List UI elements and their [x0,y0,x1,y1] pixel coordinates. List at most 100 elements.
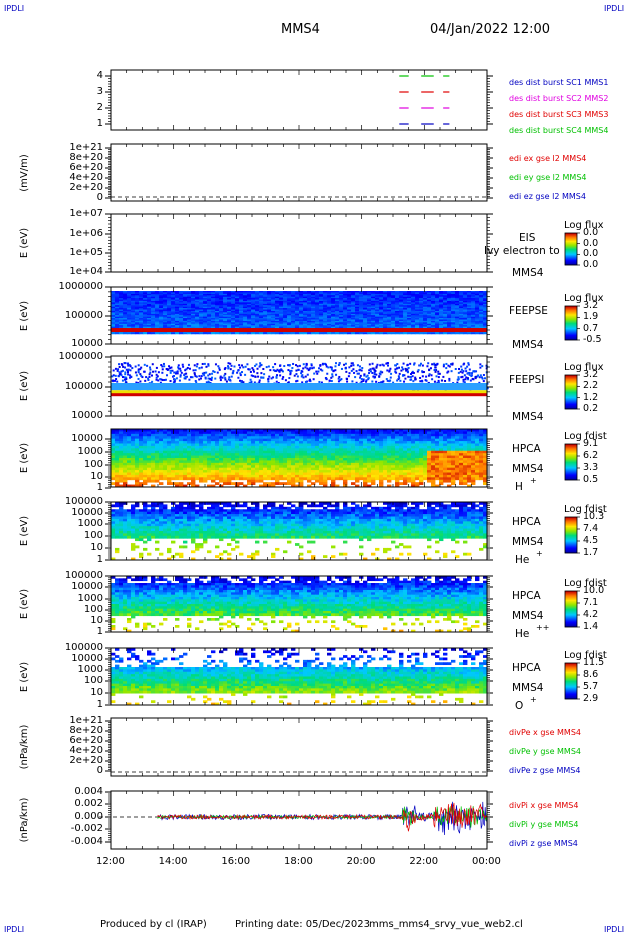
spectro-cell [355,299,360,302]
spectro-cell [419,323,424,326]
spectro-cell [347,441,352,444]
spectro-cell [267,312,272,315]
spectro-cell [363,308,368,311]
spectro-cell [299,313,304,316]
spectro-cell [403,325,408,328]
colorbar-cell [565,407,577,409]
spectro-cell [267,332,272,335]
spectro-cell [251,308,256,311]
spectro-cell [331,433,336,437]
spectro-cell [231,433,236,437]
spectro-cell [347,431,352,435]
spectro-cell [271,306,276,309]
spectro-cell [171,445,176,449]
spectro-cell [203,309,208,312]
spectro-dot [462,363,465,366]
spectro-dot [260,363,263,366]
spectro-cell [215,293,220,296]
spectro-cell [395,322,400,325]
spectro-cell [175,292,180,295]
spectro-cell [203,313,208,316]
spectro-cell [267,303,272,306]
spectro-cell [211,325,216,328]
spectro-cell [371,315,376,318]
spectro-cell [295,323,300,326]
spectro-cell [207,325,212,328]
spectro-cell [355,312,360,315]
spectro-cell [327,319,332,322]
colorbar-cell [565,259,577,261]
colorbar-cell [565,387,577,389]
spectro-cell [255,326,260,329]
spectro-cell [199,295,204,298]
spectro-dot [127,362,130,365]
spectro-cell [399,310,404,313]
spectro-cell [451,325,456,328]
spectro-cell [203,312,208,315]
spectro-cell [159,292,164,295]
spectro-cell [135,298,140,301]
spectro-cell [439,302,444,305]
spectro-cell [223,313,228,316]
panel-frame [110,69,488,131]
spectro-dot [482,373,485,376]
spectro-cell [223,312,228,315]
colorbar-frame [564,232,578,266]
spectro-cell [207,322,212,325]
spectro-dot [368,369,371,372]
spectro-cell [375,436,380,440]
spectro-cell [299,431,304,435]
spectro-cell [143,295,148,298]
spectro-dot [223,368,226,371]
spectro-cell [447,431,452,435]
spectro-cell [443,443,448,447]
spectro-cell [387,312,392,315]
spectro-cell [275,308,280,311]
spectro-cell [235,441,240,444]
spectro-cell [227,319,232,322]
spectro-cell [223,315,228,318]
spectro-cell [143,308,148,311]
spectro-cell [479,325,484,328]
spectro-cell [323,431,328,435]
spectro-cell [259,300,264,303]
spectro-cell [223,291,228,293]
spectro-cell [423,441,428,444]
spectro-cell [459,332,464,335]
spectro-dot [219,375,222,378]
colorbar-cell [565,336,577,338]
spectro-cell [351,306,356,309]
spectro-dot [462,378,465,381]
spectro-cell [399,312,404,315]
spectro-cell [255,312,260,315]
spectro-dot [184,369,187,372]
spectro-dot [193,373,196,376]
spectro-cell [207,320,212,323]
spectro-cell [223,326,228,329]
spectro-cell [247,318,252,320]
spectro-cell [303,315,308,318]
spectro-dot [199,377,202,380]
colorbar-cell [565,401,577,403]
spectro-cell [363,323,368,326]
spectro-cell [147,445,152,449]
spectro-cell [251,291,256,293]
spectro-cell [255,308,260,311]
spectro-dot [372,375,375,378]
spectro-cell [455,295,460,298]
spectro-cell [327,320,332,323]
spectro-cell [263,323,268,326]
spectro-dot [368,363,371,366]
spectro-cell [135,438,140,442]
spectro-cell [463,296,468,299]
spectro-cell [407,436,412,440]
spectro-cell [199,431,204,435]
spectro-cell [167,292,172,295]
spectro-cell [391,295,396,298]
spectro-cell [383,296,388,299]
spectro-dot [330,366,333,369]
spectro-cell [287,303,292,306]
spectro-cell [175,306,180,309]
spectro-cell [439,306,444,309]
spectro-dot [117,375,120,378]
